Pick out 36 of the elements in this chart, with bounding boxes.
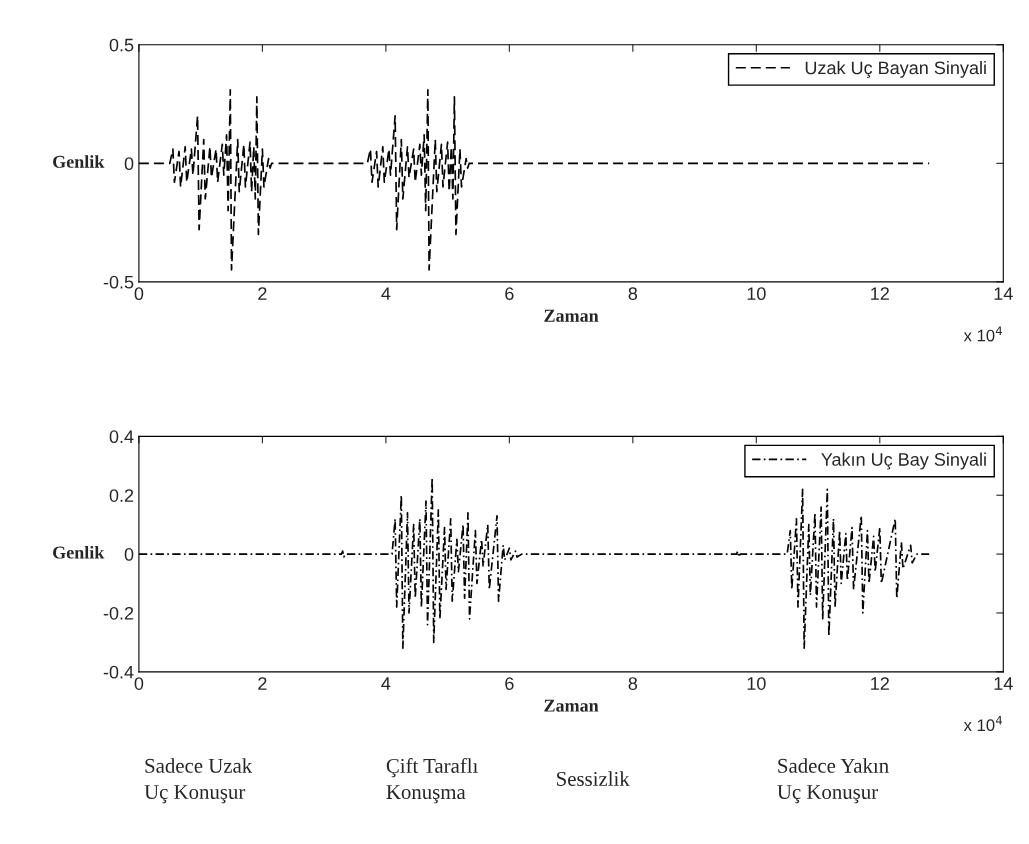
x-tick-label: 4 [381,677,391,690]
x-tick-label: 6 [505,677,514,690]
x-tick-label: 2 [258,677,267,690]
y-tick-label: 0.2 [109,489,134,502]
x-tick-label: 0 [134,287,144,301]
x-tick-label: 8 [628,677,638,690]
text: x 10$^{4}$ [963,326,1003,342]
text: x 10$^{4}$ [963,716,1003,732]
y-axis-title: Genlik [53,155,105,168]
x-axis-title: Zaman [544,309,599,322]
y-tick-label: 0 [124,548,134,561]
legend-label: Uzak Uç Bayan Sinyali [805,60,986,78]
y-tick-label: 0.5 [109,38,134,52]
x-tick-label: 0 [134,677,144,690]
legend-label: Yakın Uç Bay Sinyali [821,452,986,470]
text: Sessizlik [557,771,630,786]
x-tick-label: 14 [994,287,1013,300]
y-tick-label: -0.4 [103,665,134,679]
y-tick-label: 0 [124,157,134,171]
text: Sadece Uzak Uç Konuşur [144,758,253,804]
text: Sadece Yakın Uç Konuşur [777,758,889,804]
x-tick-label: 2 [258,287,267,300]
x-tick-label: 4 [381,287,391,300]
y-tick-label: 0.4 [109,430,134,444]
x-tick-label: 8 [628,287,638,301]
x-tick-label: 14 [994,677,1013,690]
text: Çift Taraflı Konuşma [386,758,478,804]
x-tick-label: 12 [871,677,889,690]
y-tick-label: -0.2 [103,606,134,620]
x-tick-label: 10 [747,287,766,301]
x-tick-label: 6 [505,287,514,301]
y-tick-label: -0.5 [103,275,134,289]
x-tick-label: 12 [871,287,889,300]
y-axis-title: Genlik [53,545,105,559]
x-axis-title: Zaman [544,699,599,712]
x-tick-label: 10 [747,677,766,690]
